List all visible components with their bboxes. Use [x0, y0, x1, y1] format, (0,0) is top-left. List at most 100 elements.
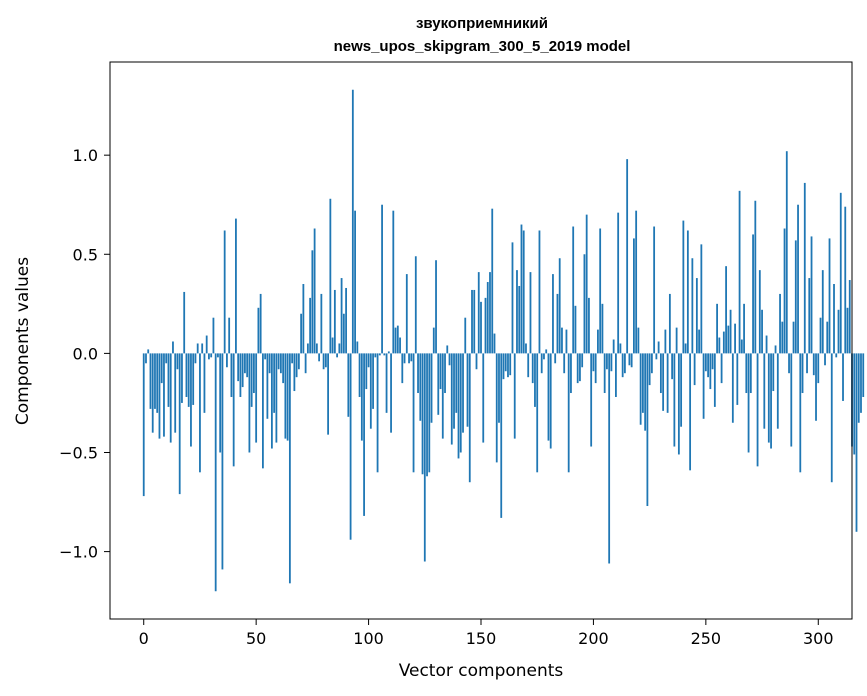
bar — [459, 353, 462, 453]
bar — [446, 345, 449, 354]
bar — [482, 353, 485, 443]
bar — [277, 353, 280, 370]
bar — [273, 353, 276, 413]
bar — [603, 353, 606, 394]
bar — [387, 351, 390, 354]
bar — [779, 293, 781, 354]
bar — [284, 353, 287, 439]
bar — [181, 353, 183, 403]
bar — [644, 353, 647, 431]
bar — [767, 353, 770, 443]
bar — [860, 353, 862, 413]
bar — [232, 353, 235, 467]
bar — [300, 313, 303, 354]
bar — [720, 353, 723, 384]
bar — [484, 297, 487, 354]
bar — [441, 353, 444, 439]
bar — [349, 353, 352, 540]
bar — [549, 353, 552, 449]
bar — [657, 341, 660, 354]
bar — [785, 151, 788, 354]
bar — [419, 353, 422, 421]
bar — [297, 353, 300, 370]
bar — [590, 353, 593, 447]
bar — [830, 353, 833, 483]
bar — [731, 353, 734, 423]
bar — [214, 353, 217, 592]
bar — [223, 230, 226, 354]
bar — [655, 353, 658, 360]
bar — [196, 343, 199, 354]
bar — [803, 182, 806, 354]
bar — [165, 353, 168, 364]
bar — [453, 353, 455, 429]
y-axis-label: Components values — [13, 257, 33, 425]
bar — [522, 230, 525, 354]
bar — [257, 307, 260, 354]
bar — [862, 353, 865, 397]
bar — [621, 353, 624, 378]
bar — [707, 353, 709, 378]
bar — [199, 353, 201, 473]
bar — [743, 303, 745, 354]
bar — [749, 353, 752, 394]
bar — [448, 353, 451, 366]
y-axis-ticks: −1.0 −0.5 0.0 0.5 1.0 — [59, 146, 110, 562]
bar — [228, 317, 231, 354]
bar — [824, 353, 826, 366]
bar — [756, 353, 759, 467]
bar — [331, 337, 334, 354]
bar — [520, 224, 523, 354]
bar — [702, 353, 705, 419]
bar — [698, 329, 700, 354]
bar — [837, 309, 840, 354]
bar — [689, 353, 692, 471]
bar — [217, 353, 219, 358]
bar — [628, 353, 631, 366]
bar — [295, 353, 298, 378]
bar — [617, 212, 620, 354]
bar — [754, 200, 757, 354]
bar — [601, 303, 604, 354]
bar — [390, 353, 392, 433]
bar — [583, 254, 586, 354]
bar — [480, 301, 482, 354]
bar — [432, 327, 435, 354]
bar — [576, 353, 579, 384]
bar — [145, 353, 147, 364]
bar — [624, 353, 626, 374]
bar — [468, 353, 471, 483]
bar — [556, 293, 559, 354]
bar — [392, 210, 395, 354]
bar — [372, 353, 374, 409]
bar — [527, 353, 530, 378]
bar — [507, 353, 509, 378]
bar — [729, 309, 732, 354]
bar — [270, 353, 273, 449]
bar — [426, 353, 428, 477]
bar — [693, 353, 696, 386]
bar — [363, 353, 365, 516]
bar — [612, 339, 615, 354]
bar — [324, 353, 327, 368]
bars-group — [142, 89, 865, 592]
bar — [738, 190, 741, 354]
bar — [615, 353, 617, 397]
bar — [477, 272, 480, 354]
bar — [842, 353, 844, 401]
bar — [855, 353, 858, 532]
bar — [817, 353, 820, 384]
bar — [704, 353, 707, 372]
bar — [536, 353, 539, 473]
bar — [428, 353, 431, 473]
bar — [163, 353, 165, 437]
bar — [491, 208, 494, 354]
bar — [686, 230, 689, 354]
bar — [154, 353, 156, 409]
bar — [835, 353, 838, 358]
bar — [306, 343, 309, 354]
bar — [633, 238, 635, 354]
bar — [338, 343, 341, 354]
x-axis-label: Vector components — [399, 661, 564, 681]
